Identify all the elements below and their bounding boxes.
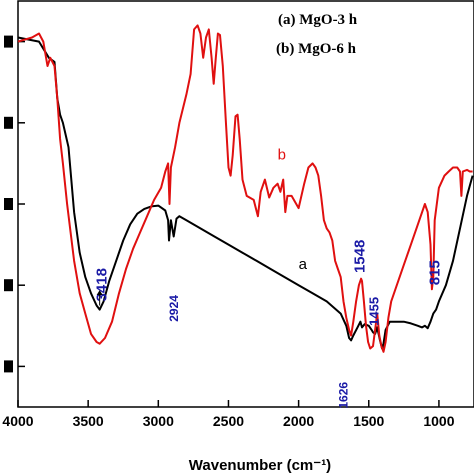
peak-label-3418: 3418 <box>93 268 110 301</box>
x-axis-label: Wavenumber (cm⁻¹) <box>189 457 331 474</box>
peak-label-2924: 2924 <box>167 295 181 322</box>
x-tick-label-1: 3500 <box>73 413 104 429</box>
y-tick-label-fragment-3 <box>4 116 13 129</box>
label-layer: a b 3418 2924 1626 1548 1455 815 <box>93 146 443 408</box>
y-tick-label-fragment-1 <box>4 279 13 292</box>
series-tag-a: a <box>299 256 308 273</box>
peak-label-1455: 1455 <box>366 297 381 326</box>
legend-entry-b: (b) MgO-6 h <box>276 41 357 57</box>
x-tick-label-4: 2000 <box>283 413 314 429</box>
series-layer <box>17 24 474 353</box>
y-tick-label-fragment-0 <box>4 360 13 373</box>
peak-label-815: 815 <box>427 260 444 285</box>
x-tick-label-3: 2500 <box>213 413 244 429</box>
x-tick-label-0: 4000 <box>2 413 33 429</box>
x-tick-label-6: 1000 <box>423 413 454 429</box>
plot-area <box>17 0 474 408</box>
x-tick-label-5: 1500 <box>353 413 384 429</box>
x-tick-label-2: 3000 <box>143 413 174 429</box>
peak-arrowhead-3418 <box>96 290 103 295</box>
series-tag-b: b <box>278 146 286 163</box>
y-tick-label-fragment-4 <box>4 35 13 48</box>
series-line-a <box>17 36 474 350</box>
series-line-b <box>17 24 473 353</box>
legend: (a) MgO-3 h (b) MgO-6 h <box>276 12 358 57</box>
peak-label-1548: 1548 <box>351 240 368 273</box>
axis-ticks: 4000 3500 3000 2500 2000 1500 1000 <box>2 35 455 429</box>
y-tick-label-fragment-2 <box>4 198 13 210</box>
peak-label-1626: 1626 <box>337 382 351 409</box>
legend-entry-a: (a) MgO-3 h <box>278 12 358 28</box>
